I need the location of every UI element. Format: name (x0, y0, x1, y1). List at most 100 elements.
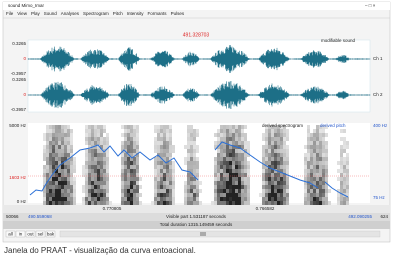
spectrogram-cell (316, 149, 319, 153)
start-time: 490.559068 (28, 214, 52, 219)
spectrogram-cell (265, 173, 268, 177)
spectrogram-cell (322, 173, 325, 177)
spectrogram-cell (217, 129, 220, 133)
scrollbar[interactable] (60, 231, 380, 237)
spectrogram-cell (244, 173, 247, 177)
spectrogram-cell (307, 197, 310, 201)
spectrogram-cell (94, 173, 97, 177)
spectrogram-cell (187, 193, 190, 197)
menu-item[interactable]: Spectrogram (83, 11, 109, 16)
spectrogram-cell (85, 129, 88, 133)
menu-item[interactable]: Pitch (113, 11, 124, 16)
spectrogram-cell (100, 173, 103, 177)
spectrogram-cell (103, 165, 106, 169)
spectrogram-cell (127, 141, 130, 145)
zoom-button-label[interactable]: bak (47, 231, 55, 236)
spectrogram-cell (199, 201, 202, 205)
spectrogram-cell (97, 177, 100, 181)
spectrogram-cell (232, 129, 235, 133)
spectrogram-cell (307, 129, 310, 133)
menu-item[interactable]: Play (31, 11, 41, 16)
spectrogram-cell (157, 133, 160, 137)
spectrogram-cell (133, 149, 136, 153)
spectrogram-cell (136, 177, 139, 181)
spectrogram-cell (232, 197, 235, 201)
visible-part[interactable]: Visible part 1.531187 seconds (166, 214, 227, 219)
spectrogram-cell (229, 197, 232, 201)
spectrogram-cell (133, 161, 136, 165)
segment-right[interactable]: 0.766582 (256, 206, 275, 211)
spectrogram-cell (310, 197, 313, 201)
spectrogram-cell (310, 145, 313, 149)
spectrogram-cell (106, 157, 109, 161)
spectrogram-cell (226, 161, 229, 165)
spectrogram-cell (316, 197, 319, 201)
spectrogram-cell (67, 189, 70, 193)
spectrogram-cell (61, 157, 64, 161)
spectrogram-cell (313, 149, 316, 153)
spectrogram-cell (163, 141, 166, 145)
spectrogram-cell (106, 181, 109, 185)
menu-item[interactable]: Intensity (127, 11, 145, 16)
spectrogram-cell (85, 173, 88, 177)
spectrogram-cell (235, 165, 238, 169)
spectrogram-cell (190, 189, 193, 193)
menu-item[interactable]: Formants (148, 11, 168, 16)
spectrogram-cell (70, 129, 73, 133)
spectrogram-cell (325, 141, 328, 145)
spectrogram-cell (190, 193, 193, 197)
spectrogram-cell (136, 173, 139, 177)
spectrogram-cell (157, 193, 160, 197)
spectrogram-cell (136, 141, 139, 145)
spectrogram-cell (184, 193, 187, 197)
menu-item[interactable]: Pulses (171, 11, 185, 16)
spectrogram-cell (133, 173, 136, 177)
ch1-min: -0.3957 (11, 71, 27, 76)
spectrogram-cell (103, 129, 106, 133)
menu-item[interactable]: Analyses (61, 11, 80, 16)
zoom-button-label[interactable]: sel (38, 231, 44, 236)
total-duration[interactable]: Total duration 1315.149459 seconds (160, 222, 233, 227)
spectrogram-cell (67, 173, 70, 177)
spectrogram-cell (133, 129, 136, 133)
spectrogram-cell (229, 173, 232, 177)
spectrogram-cell (88, 137, 91, 141)
spectrogram-cell (133, 185, 136, 189)
spectrogram-cell (340, 161, 343, 165)
menu-item[interactable]: View (17, 11, 27, 16)
spectrogram-cell (247, 165, 250, 169)
spectrogram-cell (64, 165, 67, 169)
spectrogram-cell (70, 201, 73, 205)
segment-left[interactable]: 0.770805 (103, 206, 122, 211)
menu-item[interactable]: File (6, 11, 14, 16)
spectrogram-cell (304, 193, 307, 197)
spectrogram-cell (223, 161, 226, 165)
scroll-thumb[interactable] (200, 232, 206, 236)
spectrogram-cell (343, 145, 346, 149)
title-bar (3, 2, 390, 10)
spectrogram-cell (100, 197, 103, 201)
spectrogram-cell (286, 201, 289, 205)
spectrogram-cell (94, 185, 97, 189)
spectrogram-cell (49, 129, 52, 133)
spectrogram-cell (319, 149, 322, 153)
spectrogram-cell (271, 161, 274, 165)
spectrogram-cell (163, 169, 166, 173)
spectrogram-cell (61, 189, 64, 193)
menu-item[interactable]: Sound (44, 11, 58, 16)
zoom-button-label[interactable]: all (8, 231, 13, 236)
spectrogram-cell (322, 177, 325, 181)
pitch-bottom-label: 75 Hz (373, 195, 386, 200)
spectrogram-cell (313, 129, 316, 133)
spectrogram-cell (73, 197, 76, 201)
spectrogram-cell (274, 149, 277, 153)
spectrogram-cell (52, 125, 55, 129)
spectrogram-cell (229, 133, 232, 137)
spectrogram-cell (190, 157, 193, 161)
spectrogram-cell (82, 169, 85, 173)
spectrogram-cell (157, 125, 160, 129)
zoom-button-label[interactable]: out (27, 231, 34, 236)
zoom-button-label[interactable]: in (19, 231, 23, 236)
window-controls[interactable]: – □ × (365, 3, 376, 8)
spectrogram-cell (169, 161, 172, 165)
